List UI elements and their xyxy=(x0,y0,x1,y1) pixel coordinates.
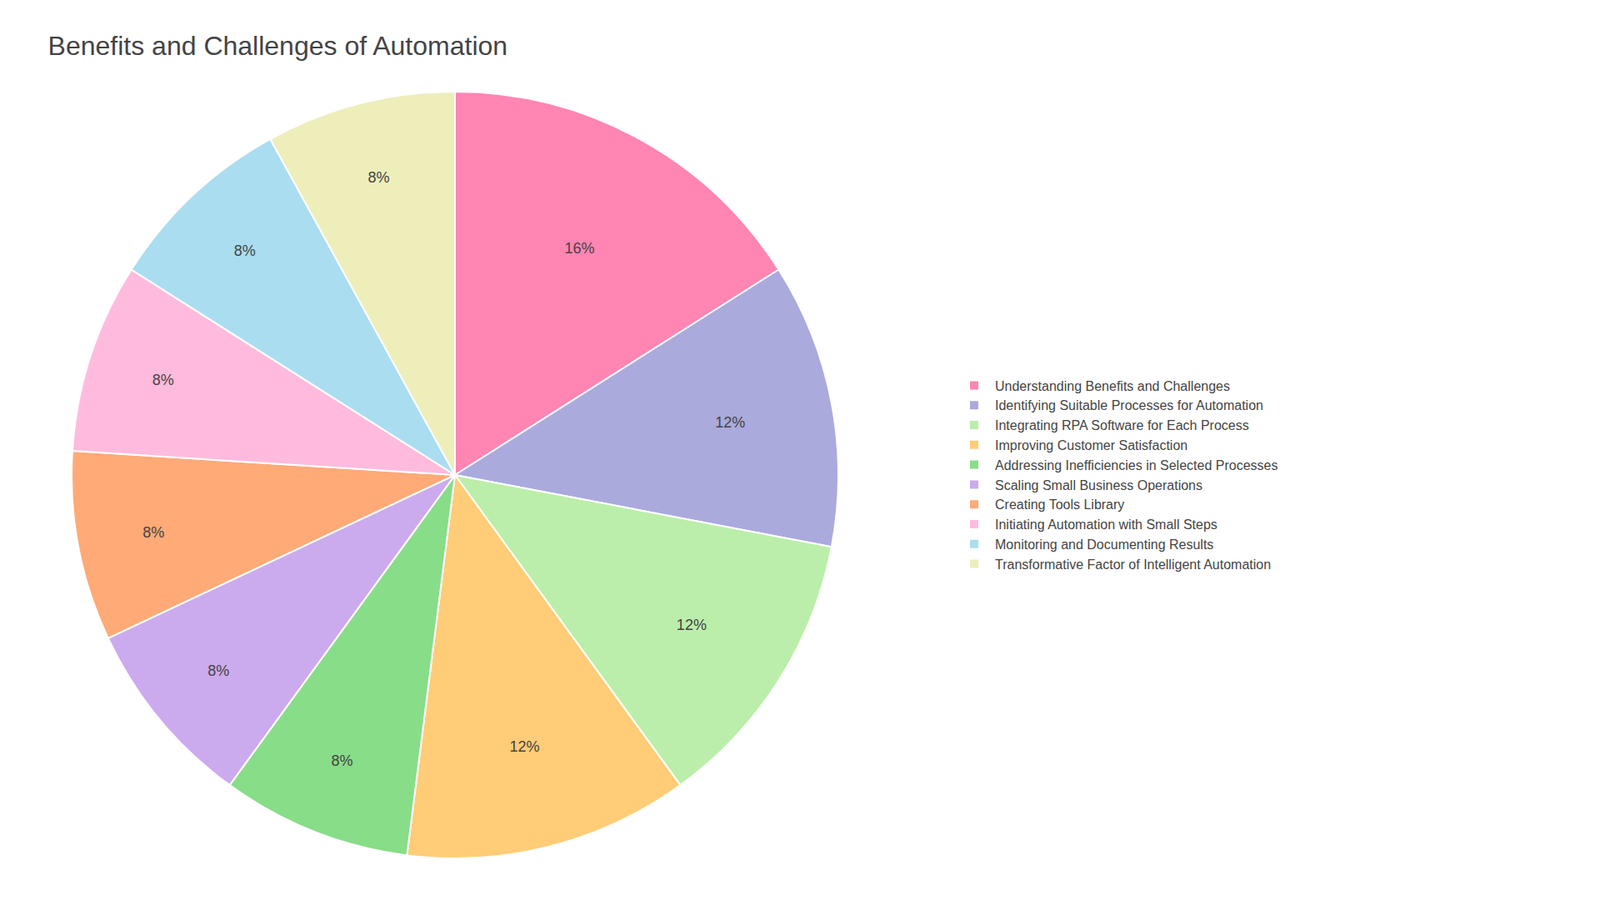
svg-text:Understanding Benefits and Cha: Understanding Benefits and Challenges xyxy=(995,379,1230,394)
svg-text:Scaling Small Business Operati: Scaling Small Business Operations xyxy=(995,478,1203,493)
svg-text:8%: 8% xyxy=(234,242,256,260)
svg-text:Creating Tools Library: Creating Tools Library xyxy=(995,497,1125,512)
svg-text:Transformative Factor of Intel: Transformative Factor of Intelligent Aut… xyxy=(995,557,1271,572)
svg-text:Identifying Suitable Processes: Identifying Suitable Processes for Autom… xyxy=(995,398,1264,413)
svg-text:Benefits and Challenges of Aut: Benefits and Challenges of Automation xyxy=(48,30,508,61)
svg-text:12%: 12% xyxy=(510,738,540,755)
svg-text:8%: 8% xyxy=(330,752,353,770)
svg-text:8%: 8% xyxy=(142,524,165,541)
svg-text:8%: 8% xyxy=(367,169,390,186)
svg-text:12%: 12% xyxy=(676,616,707,634)
svg-text:Improving Customer Satisfactio: Improving Customer Satisfaction xyxy=(995,438,1188,453)
svg-text:Integrating RPA Software for E: Integrating RPA Software for Each Proces… xyxy=(995,418,1250,433)
svg-text:8%: 8% xyxy=(152,371,175,389)
svg-text:16%: 16% xyxy=(565,240,595,257)
svg-text:8%: 8% xyxy=(207,662,230,680)
svg-text:12%: 12% xyxy=(715,414,745,431)
svg-text:Monitoring and Documenting Res: Monitoring and Documenting Results xyxy=(995,537,1214,552)
svg-text:Addressing Inefficiencies in S: Addressing Inefficiencies in Selected Pr… xyxy=(995,458,1278,473)
svg-text:Initiating Automation with Sma: Initiating Automation with Small Steps xyxy=(995,517,1218,532)
